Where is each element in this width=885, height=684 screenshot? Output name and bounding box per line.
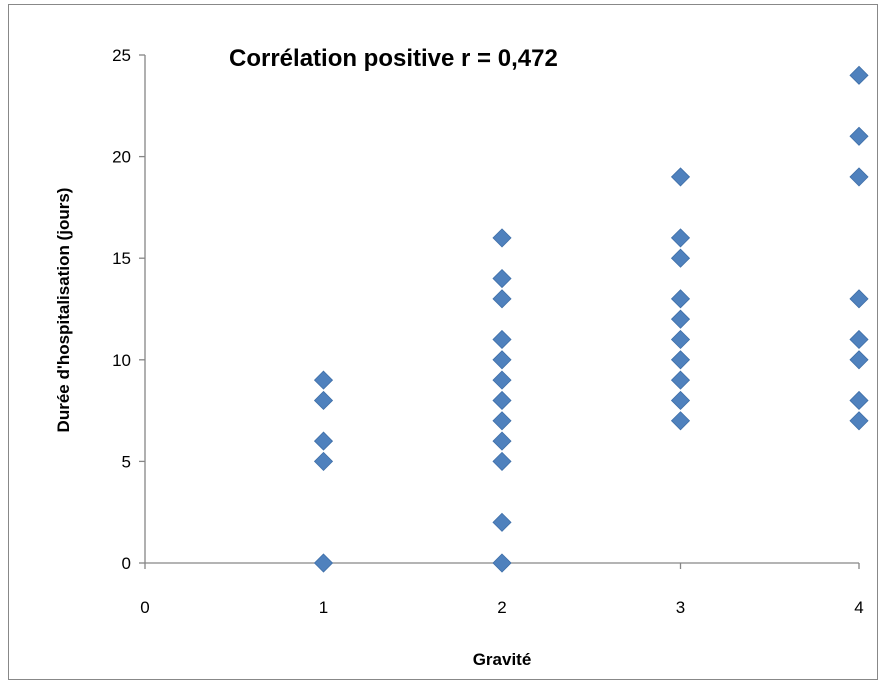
data-point [670, 370, 691, 390]
data-point [492, 228, 512, 248]
data-point [849, 167, 869, 187]
data-point [670, 390, 691, 411]
x-tick-label: 0 [140, 598, 149, 617]
tick-labels: 0 5 10 15 20 25 0 1 2 3 4 [112, 46, 864, 617]
data-point [849, 390, 869, 411]
data-point [492, 512, 512, 532]
data-point [492, 289, 512, 309]
data-point [849, 65, 869, 85]
data-point [492, 370, 512, 390]
data-point [313, 370, 334, 390]
data-point [492, 451, 512, 471]
data-point [670, 167, 691, 187]
data-point [670, 309, 691, 329]
y-tick-label: 25 [112, 46, 131, 65]
data-point [492, 553, 512, 573]
data-point [492, 329, 512, 350]
data-point [670, 248, 691, 268]
y-tick-label: 20 [112, 148, 131, 167]
data-point [313, 451, 334, 471]
x-tick-label: 4 [854, 598, 863, 617]
data-point [670, 350, 691, 370]
data-point [313, 553, 334, 573]
data-point [670, 228, 691, 248]
y-tick-label: 5 [122, 452, 131, 471]
data-point [670, 289, 691, 309]
data-point [670, 329, 691, 350]
x-tick-label: 3 [676, 598, 685, 617]
data-point [492, 431, 512, 451]
data-point [492, 411, 512, 431]
chart-frame [8, 4, 878, 680]
x-tick-label: 2 [497, 598, 506, 617]
y-tick-label: 10 [112, 351, 131, 370]
data-point [492, 350, 512, 370]
data-point [670, 411, 691, 431]
x-axis-title: Gravité [473, 650, 532, 669]
data-point [849, 329, 869, 350]
data-point [849, 350, 869, 370]
data-point [492, 268, 512, 289]
chart-title: Corrélation positive r = 0,472 [229, 45, 558, 72]
data-point [313, 390, 334, 411]
axes [139, 54, 860, 569]
y-tick-label: 0 [122, 554, 131, 573]
data-point [849, 126, 869, 146]
y-axis-title: Durée d'hospitalisation (jours) [54, 188, 73, 433]
y-tick-label: 15 [112, 249, 131, 268]
data-point [492, 390, 512, 411]
data-point [849, 289, 869, 309]
x-tick-label: 1 [319, 598, 328, 617]
data-point [313, 431, 334, 451]
data-point [849, 411, 869, 431]
data-points [313, 65, 869, 573]
